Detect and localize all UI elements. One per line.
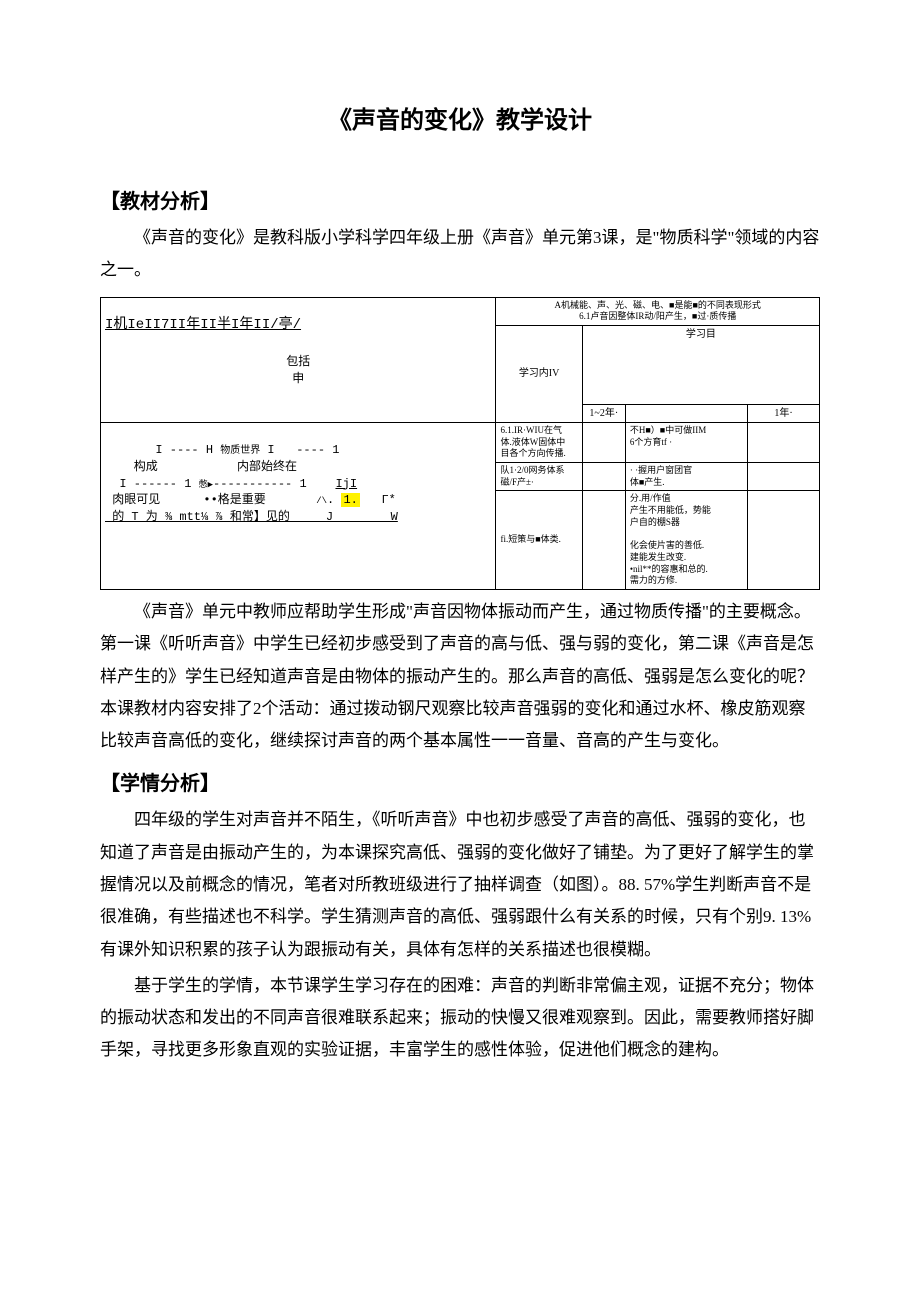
hl1: 1.	[341, 493, 359, 507]
col-g2	[625, 404, 747, 422]
left-sub1: 包括 申	[105, 353, 491, 387]
col-study: 学习内IV	[496, 325, 582, 422]
document-page: 《声音的变化》教学设计 【教材分析】 《声音的变化》是教科版小学科学四年级上册《…	[0, 0, 920, 1131]
left-block2-line3b: ----------- 1	[213, 477, 335, 491]
r3c2	[582, 491, 625, 590]
r3c1: fi.短策与■体类.	[496, 491, 582, 590]
left-block2-line1: I ---- H	[105, 443, 220, 457]
diagram-table: I机IeII7II年II半I年II/亭/ 包括 申 A机械能、声、光、磁、电、■…	[100, 297, 820, 590]
sec2-para1: 四年级的学生对声音并不陌生，《听听声音》中也初步感受了声音的高低、强弱的变化，也…	[100, 804, 820, 965]
r1c4	[748, 422, 820, 462]
concept-diagram: I机IeII7II年II半I年II/亭/ 包括 申 A机械能、声、光、磁、电、■…	[100, 297, 820, 590]
sec1-para2: 《声音》单元中教师应帮助学生形成"声音因物体振动而产生，通过物质传播"的主要概念…	[100, 596, 820, 757]
left-pane-top: I机IeII7II年II半I年II/亭/ 包括 申	[101, 297, 496, 422]
col-g3: 1年·	[748, 404, 820, 422]
left-block2-line4c: Γ*	[360, 493, 396, 507]
r3c4	[748, 491, 820, 590]
r1c3: 不H■）■中可做IIM 6个方育tf ·	[625, 422, 747, 462]
section-head-2: 【学情分析】	[100, 767, 820, 796]
r2c3: · ·握用户窗团官 体■产生.	[625, 463, 747, 491]
wz: 物质世界	[220, 446, 260, 457]
left-block2-line5: 的 T 为 ⅜ mtt⅛ ⅞ 和常】见的 J W	[105, 510, 398, 524]
left-pane-bottom: I ---- H 物质世界 I ---- 1 构成 内部始终在 I ------…	[101, 422, 496, 589]
sec2-para2: 基于学生的学情，本节课学生学习存在的困难：声音的判断非常偏主观，证据不充分；物体…	[100, 970, 820, 1067]
sub-l3: 憋▶	[199, 480, 213, 490]
col-study2: 学习目	[582, 325, 819, 404]
r3c3: 分.用/作值 产生不用能低，势能 户自的棚S器 化会使片害的善低. 建能发生改变…	[625, 491, 747, 590]
sec1-para1: 《声音的变化》是教科版小学科学四年级上册《声音》单元第3课，是"物质科学"领域的…	[100, 222, 820, 287]
r2c1: 队1·2/0网务体系 磁/F产±·	[496, 463, 582, 491]
r1c1: 6.1.IR·WIU在气 体.液体W固体中 目各个方向传播.	[496, 422, 582, 462]
top-right-note: A机械能、声、光、磁、电、■是能■的不同表现形式 6.1卢音因整体IR动/阳产生…	[496, 297, 820, 325]
r2c2	[582, 463, 625, 491]
section-head-1: 【教材分析】	[100, 185, 820, 214]
col-g1: 1~2年·	[582, 404, 625, 422]
ijl: IjI	[335, 477, 357, 491]
r2c4	[748, 463, 820, 491]
left-block2-line3: I ------ 1	[105, 477, 199, 491]
left-block2-line4b: .	[327, 493, 341, 507]
r1c2	[582, 422, 625, 462]
left-block2-line4: 肉眼可见 ••格是重要	[105, 493, 316, 507]
left-block2-line1b: I ---- 1	[260, 443, 339, 457]
tri: /\	[316, 496, 327, 506]
left-block1: I机IeII7II年II半I年II/亭/	[105, 317, 301, 333]
page-title: 《声音的变化》教学设计	[100, 100, 820, 135]
left-block2-line2: 构成 内部始终在	[105, 460, 297, 474]
